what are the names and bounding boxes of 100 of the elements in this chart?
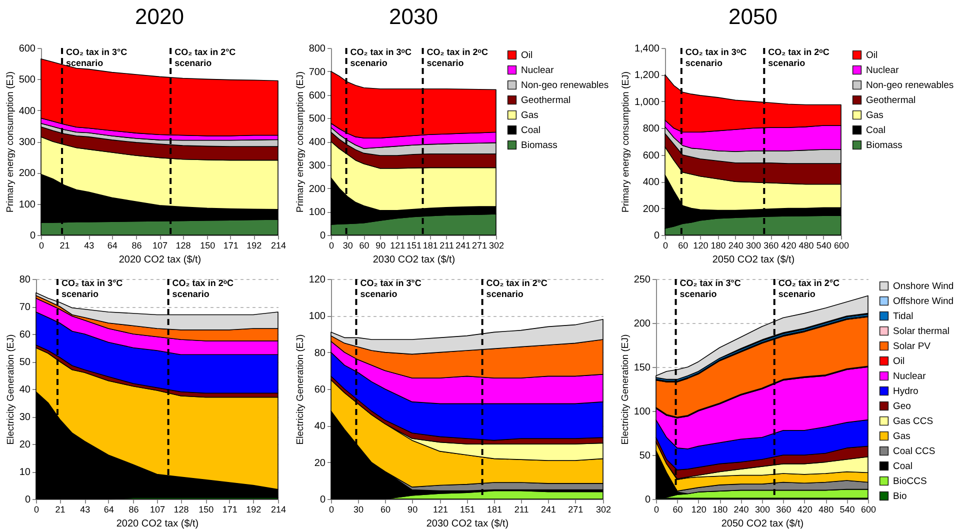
legend-label: Gas CCS xyxy=(893,416,934,427)
y-tick-label: 200 xyxy=(308,184,326,195)
x-axis-title: 2020 CO2 tax ($/t) xyxy=(116,518,199,530)
y-axis-title: Electricity Generation (EJ) xyxy=(5,334,16,445)
y-tick-label: 800 xyxy=(642,124,660,135)
legend-label: Offshore Wind xyxy=(893,296,954,307)
x-tick-label: 180 xyxy=(710,240,726,250)
x-tick-label: 121 xyxy=(432,504,448,514)
legend-label: Geo xyxy=(893,401,911,412)
legend-label: Gas xyxy=(866,110,884,121)
x-tick-label: 43 xyxy=(80,504,90,514)
y-tick-label: 100 xyxy=(308,311,326,322)
y-tick-label: 500 xyxy=(308,114,326,125)
y-tick-label: 1,400 xyxy=(634,44,660,54)
y-tick-label: 80 xyxy=(314,348,326,359)
x-tick-label: 480 xyxy=(798,240,814,250)
x-tick-label: 90 xyxy=(408,504,418,514)
ref-line-label: CO₂ tax in 2ᵒC scenario xyxy=(426,47,488,68)
legend-label: Tidal xyxy=(893,311,914,322)
y-tick-label: 400 xyxy=(308,137,326,148)
chart-title: 2050 xyxy=(728,4,778,29)
y-tick-label: 600 xyxy=(18,44,36,54)
y-tick-label: 60 xyxy=(314,384,326,396)
legend-label: Biomass xyxy=(521,140,558,151)
y-tick-label: 700 xyxy=(308,66,326,78)
x-axis-title: 2030 CO2 tax ($/t) xyxy=(372,254,456,266)
legend-label: Biomass xyxy=(866,140,903,151)
y-tick-label: 100 xyxy=(634,406,651,418)
x-tick-label: 30 xyxy=(342,240,353,250)
legend-label: Oil xyxy=(521,50,533,61)
x-tick-label: 420 xyxy=(797,504,812,514)
x-tick-label: 192 xyxy=(246,240,262,250)
legend-label: Gas xyxy=(521,110,539,121)
x-tick-label: 540 xyxy=(816,240,832,250)
y-tick-label: 200 xyxy=(634,318,651,330)
x-tick-label: 21 xyxy=(55,504,66,514)
y-tick-label: 500 xyxy=(18,74,36,86)
x-axis-title: 2020 CO2 tax ($/t) xyxy=(118,254,202,266)
y-tick-label: 80 xyxy=(19,274,31,286)
y-tick-label: 200 xyxy=(18,168,36,180)
x-tick-label: 64 xyxy=(107,240,118,250)
ref-line-label: CO₂ tax in 2ᵒC scenario xyxy=(172,278,234,299)
ref-line-label: CO₂ tax in 3°C scenario xyxy=(66,47,128,68)
y-tick-label: 40 xyxy=(19,384,31,396)
x-tick-label: 30 xyxy=(354,504,364,514)
x-tick-label: 0 xyxy=(328,504,334,514)
legend-label: Coal xyxy=(521,125,541,136)
y-tick-label: 50 xyxy=(19,357,31,368)
y-tick-label: 10 xyxy=(19,467,31,478)
legend-label: Coal xyxy=(866,125,886,136)
x-tick-label: 90 xyxy=(376,240,386,250)
x-tick-label: 420 xyxy=(781,240,796,250)
y-tick-label: 400 xyxy=(18,106,36,117)
x-tick-label: 540 xyxy=(840,504,855,514)
legend-label: Solar thermal xyxy=(893,326,950,337)
x-tick-label: 121 xyxy=(390,240,406,250)
x-tick-label: 43 xyxy=(84,240,94,250)
x-tick-label: 0 xyxy=(662,240,668,250)
y-tick-label: 300 xyxy=(308,160,326,172)
x-tick-label: 300 xyxy=(754,504,770,514)
y-tick-label: 70 xyxy=(19,302,31,313)
x-tick-label: 120 xyxy=(691,504,706,514)
legend-label: Hydro xyxy=(893,386,918,397)
legend-label: Coal xyxy=(893,461,913,472)
x-tick-label: 241 xyxy=(541,504,556,514)
y-tick-label: 400 xyxy=(642,177,660,188)
x-tick-label: 107 xyxy=(152,240,168,250)
x-tick-label: 480 xyxy=(818,504,834,514)
x-tick-label: 128 xyxy=(174,504,189,514)
x-tick-label: 211 xyxy=(514,504,529,514)
y-axis-title: Primary energy consumption (EJ) xyxy=(294,72,306,212)
ref-line-label: CO₂ tax in 2°C scenario xyxy=(778,278,840,299)
y-tick-label: 600 xyxy=(642,150,660,162)
legend-label: Nuclear xyxy=(866,65,899,76)
legend-label: Gas xyxy=(893,431,911,442)
x-tick-label: 600 xyxy=(860,504,876,514)
x-tick-label: 214 xyxy=(270,240,286,250)
y-tick-label: 300 xyxy=(18,137,36,148)
y-axis-title: Electricity Generation (EJ) xyxy=(620,334,631,445)
legend-label: Geothermal xyxy=(521,95,571,106)
x-tick-label: 300 xyxy=(746,240,762,250)
chart-title: 2020 xyxy=(135,4,184,29)
x-tick-label: 360 xyxy=(776,504,792,514)
y-tick-label: 60 xyxy=(19,330,31,340)
y-tick-label: 200 xyxy=(642,204,660,215)
x-tick-label: 151 xyxy=(460,504,476,514)
ref-line-label: CO₂ tax in 2ᵒC scenario xyxy=(768,47,830,68)
legend-label: Solar PV xyxy=(893,341,932,352)
legend-label: Nuclear xyxy=(893,371,926,382)
y-axis-title: Primary energy consumption (EJ) xyxy=(4,72,16,212)
legend-label: Oil xyxy=(893,356,905,367)
x-tick-label: 60 xyxy=(678,240,688,250)
legend-label: Onshore Wind xyxy=(893,281,954,292)
x-tick-label: 86 xyxy=(132,240,142,250)
legend-label: BioCCS xyxy=(893,476,927,487)
ref-line-label: CO₂ tax in 3°C scenario xyxy=(680,278,742,299)
x-tick-label: 128 xyxy=(176,240,191,250)
y-axis-title: Primary energy consumption (EJ) xyxy=(620,72,632,212)
y-tick-label: 0 xyxy=(30,230,36,242)
ref-line-label: CO₂ tax in 2°C scenario xyxy=(174,47,236,68)
